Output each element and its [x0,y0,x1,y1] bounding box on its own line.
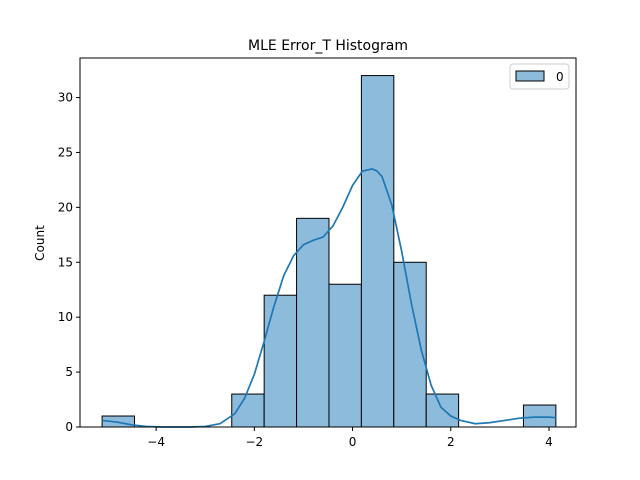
legend-label: 0 [556,70,564,84]
x-tick-label: 2 [447,435,455,449]
x-axis-ticks: −4 −2 0 2 4 [147,427,553,449]
y-tick-label: 20 [58,200,73,214]
y-tick-label: 15 [58,255,73,269]
histogram-bar-5 [263,294,298,428]
histogram-bar-8 [360,75,395,428]
x-tick-label: 4 [545,435,553,449]
y-tick-label: 0 [65,420,73,434]
y-tick-label: 30 [58,91,73,105]
histogram-bars [101,75,557,428]
axes-frame [79,57,577,428]
y-tick-label: 5 [65,365,73,379]
y-tick-label: 25 [58,145,73,159]
legend-swatch [515,70,545,82]
histogram-bar-10 [425,393,460,428]
y-axis-ticks: 0 5 10 15 20 25 30 [58,91,80,434]
x-tick-label: −4 [147,435,165,449]
legend: 0 [509,63,570,90]
y-tick-label: 10 [58,310,73,324]
histogram-bar-6 [296,217,330,428]
histogram-bar-13 [522,404,557,428]
y-axis-label: Count [33,225,47,261]
x-tick-label: −2 [245,435,263,449]
histogram-bar-7 [328,283,362,428]
chart-title: MLE Error_T Histogram [248,38,408,54]
histogram-bar-9 [393,261,427,428]
x-tick-label: 0 [349,435,357,449]
